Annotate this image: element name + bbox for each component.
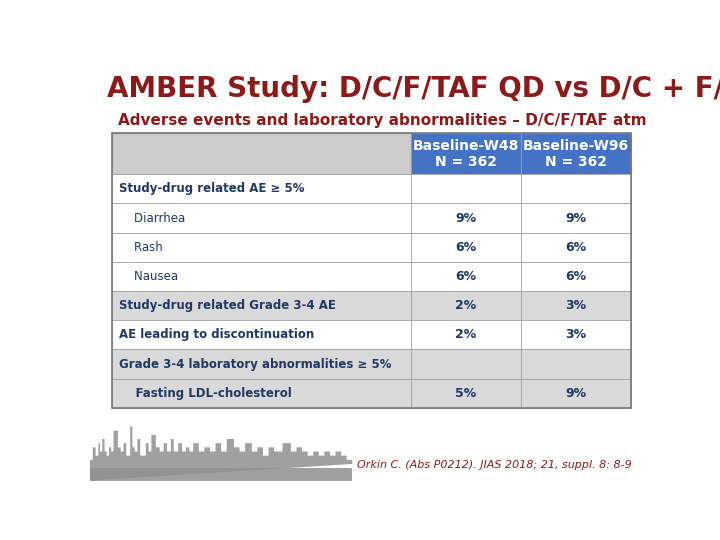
Text: 6%: 6% xyxy=(455,270,477,283)
Text: Orkin C. (Abs P0212). JIAS 2018; 21, suppl. 8: 8-9: Orkin C. (Abs P0212). JIAS 2018; 21, sup… xyxy=(356,460,631,470)
Text: Baseline-W96
N = 362: Baseline-W96 N = 362 xyxy=(523,139,629,169)
Text: Study-drug related Grade 3-4 AE: Study-drug related Grade 3-4 AE xyxy=(119,299,336,312)
Bar xyxy=(112,233,410,262)
Text: Rash: Rash xyxy=(119,241,163,254)
Bar xyxy=(410,262,521,291)
Text: Diarrhea: Diarrhea xyxy=(119,212,185,225)
Text: AE leading to discontinuation: AE leading to discontinuation xyxy=(119,328,314,341)
Bar xyxy=(112,174,410,204)
Text: 2%: 2% xyxy=(455,299,477,312)
Bar xyxy=(410,349,521,379)
Bar xyxy=(410,379,521,408)
Bar xyxy=(521,204,631,233)
Text: AMBER Study: D/C/F/TAF QD vs D/C + F/TDF QD: AMBER Study: D/C/F/TAF QD vs D/C + F/TDF… xyxy=(107,75,720,103)
Text: Grade 3-4 laboratory abnormalities ≥ 5%: Grade 3-4 laboratory abnormalities ≥ 5% xyxy=(119,357,392,370)
Text: Study-drug related AE ≥ 5%: Study-drug related AE ≥ 5% xyxy=(119,183,305,195)
Bar xyxy=(410,320,521,349)
Bar xyxy=(521,291,631,320)
Bar xyxy=(112,133,410,174)
Text: 3%: 3% xyxy=(566,299,587,312)
Text: Nausea: Nausea xyxy=(119,270,178,283)
Text: 6%: 6% xyxy=(455,241,477,254)
Bar xyxy=(112,379,410,408)
Text: 2%: 2% xyxy=(455,328,477,341)
Bar xyxy=(112,291,410,320)
Bar xyxy=(521,379,631,408)
Bar xyxy=(112,133,631,408)
Polygon shape xyxy=(90,427,352,481)
Bar xyxy=(521,133,631,174)
Bar xyxy=(521,349,631,379)
Bar xyxy=(521,262,631,291)
Text: 9%: 9% xyxy=(566,387,587,400)
Bar xyxy=(112,320,410,349)
Bar xyxy=(112,262,410,291)
Bar xyxy=(521,320,631,349)
Text: 5%: 5% xyxy=(455,387,477,400)
Text: 9%: 9% xyxy=(566,212,587,225)
Bar xyxy=(112,349,410,379)
Text: 6%: 6% xyxy=(566,241,587,254)
Text: 6%: 6% xyxy=(566,270,587,283)
Bar xyxy=(410,133,521,174)
Bar xyxy=(410,204,521,233)
Text: Adverse events and laboratory abnormalities – D/C/F/TAF atm: Adverse events and laboratory abnormalit… xyxy=(118,113,647,127)
Text: Baseline-W48
N = 362: Baseline-W48 N = 362 xyxy=(413,139,519,169)
Bar xyxy=(112,204,410,233)
Bar xyxy=(410,291,521,320)
Bar xyxy=(410,174,521,204)
Bar xyxy=(90,468,352,481)
Bar xyxy=(410,233,521,262)
Bar xyxy=(521,233,631,262)
Text: 9%: 9% xyxy=(455,212,477,225)
Text: 3%: 3% xyxy=(566,328,587,341)
Text: Fasting LDL-cholesterol: Fasting LDL-cholesterol xyxy=(119,387,292,400)
Bar xyxy=(521,174,631,204)
